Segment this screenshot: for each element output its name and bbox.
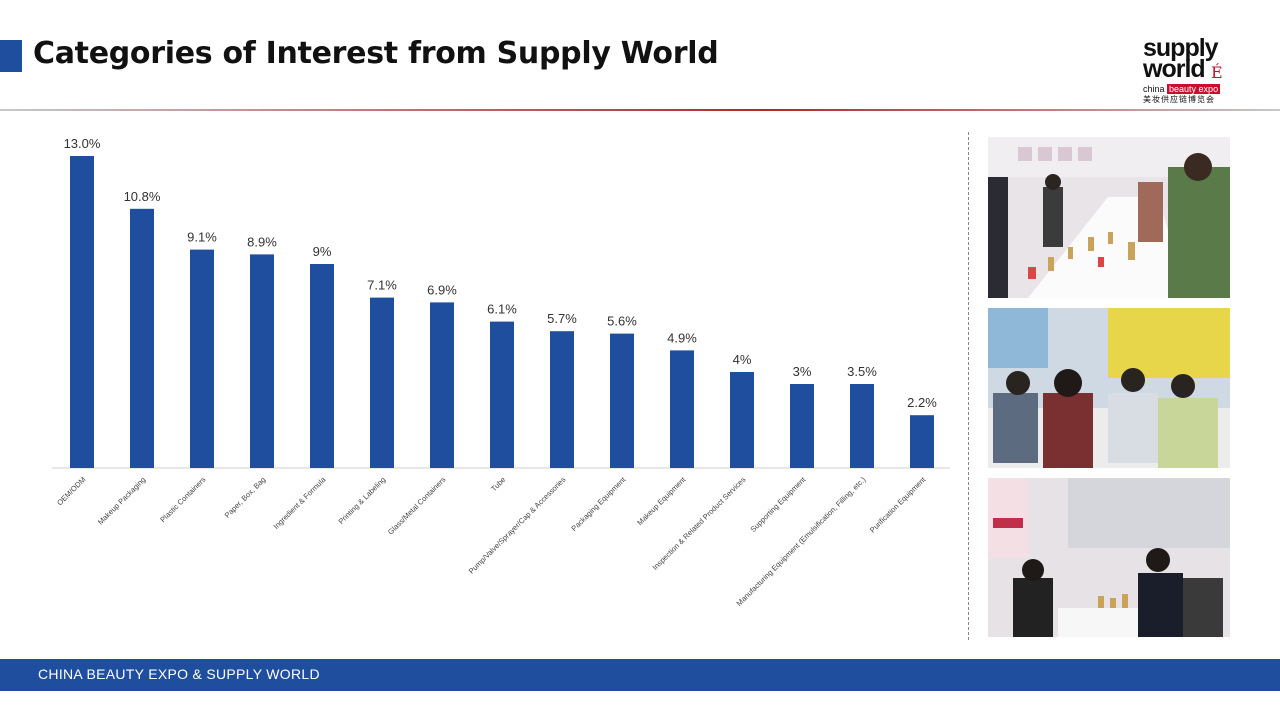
category-label: Makeup Packaging [96,475,147,526]
category-label: Inspection & Related Product Services [651,475,748,572]
expo-photo-3 [988,478,1230,637]
vertical-divider [968,132,969,640]
page-title: Categories of Interest from Supply World [33,36,719,71]
category-label: Plastic Containers [158,475,207,524]
logo-line1: supply [1143,34,1219,62]
bar [190,249,214,468]
data-label: 3% [793,364,812,379]
data-label: 6.9% [427,282,457,297]
logo-tag-b: beauty expo [1167,84,1221,94]
bar [790,384,814,468]
category-label: Purification Equipment [868,474,928,534]
footer-bar: CHINA BEAUTY EXPO & SUPPLY WORLD [0,659,1280,691]
bar [310,264,334,468]
bar [370,297,394,468]
category-label: Supporting Equipment [749,474,808,533]
bar [130,208,154,469]
bar [490,321,514,468]
bar [670,350,694,468]
data-label: 4.9% [667,330,697,345]
bar [910,415,934,468]
title-accent-bar [0,40,22,72]
bar-chart: 13.0% OEM/ODM 10.8% Makeup Packaging 9.1% Pla… [52,136,950,608]
bar [250,254,274,468]
category-label: Ingredient & Formula [272,474,328,530]
bar [610,333,634,468]
title-divider [0,109,1280,111]
data-label: 5.7% [547,311,577,326]
category-label: Packaging Equipment [569,474,628,533]
logo-mark: É [1211,63,1223,82]
bar [70,156,94,468]
data-label: 5.6% [607,314,637,329]
bar [550,331,574,468]
bar [730,372,754,468]
category-label: Pump/Valve/Sprayer/Cap & Accessories [467,475,568,576]
category-label: Tube [489,475,507,493]
data-label: 6.1% [487,302,517,317]
bar [850,384,874,468]
data-label: 2.2% [907,395,937,410]
data-label: 9% [313,244,332,259]
data-label: 7.1% [367,278,397,293]
logo-tagline: china beauty expo [1143,84,1221,94]
logo-chinese: 美妆供应链博览会 [1143,95,1215,104]
footer-text: CHINA BEAUTY EXPO & SUPPLY WORLD [38,666,320,682]
data-label: 13.0% [64,136,101,151]
logo-line2: world [1143,55,1206,83]
logo-tag-a: china [1143,84,1165,94]
category-label: Makeup Equipment [635,474,688,527]
expo-photo-1 [988,137,1230,298]
category-label: Manufacturing Equipment (Emulsification,… [735,475,868,608]
bar [430,302,454,468]
category-label: Printing & Labeling [337,475,388,526]
expo-photo-2 [988,308,1230,468]
category-label: OEM/ODM [55,475,87,507]
data-label: 3.5% [847,364,877,379]
data-label: 10.8% [124,189,161,204]
category-label: Paper, Box, Bag [223,475,268,520]
category-label: Glass/Metal Containers [386,475,448,537]
supply-world-logo: supply world É china beauty expo 美妆供应链博览… [1140,36,1235,106]
data-label: 4% [733,352,752,367]
data-label: 9.1% [187,230,217,245]
data-label: 8.9% [247,234,277,249]
